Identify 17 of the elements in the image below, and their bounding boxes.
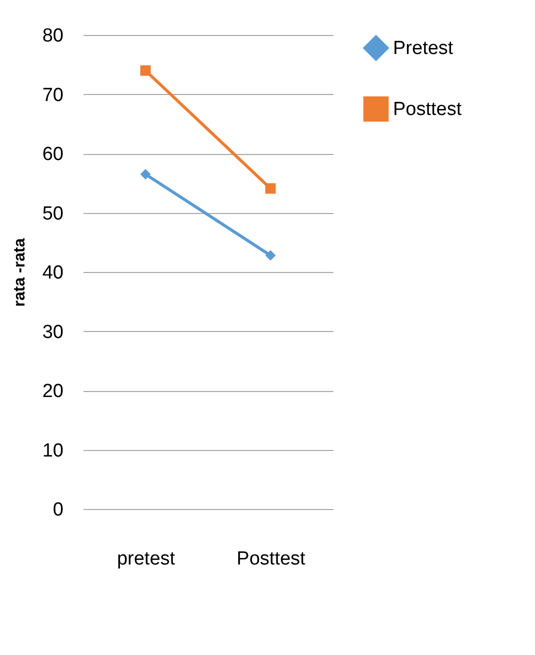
y-tick-label: 60: [42, 144, 64, 165]
y-tick-label: 0: [52, 500, 64, 520]
y-tick-label: 40: [42, 262, 64, 284]
point: [265, 250, 276, 261]
point: [265, 183, 276, 194]
legend-label: Posttest: [393, 99, 462, 120]
point: [140, 168, 151, 180]
y-tick-label: 70: [42, 84, 64, 106]
y-tick-label: 80: [42, 26, 64, 46]
y-axis-title: rata -rata: [11, 238, 28, 307]
y-tick-label: 50: [42, 203, 64, 224]
legend-label: Pretest: [393, 38, 454, 59]
y-tick-label: 10: [42, 440, 64, 462]
y-tick-label: 30: [42, 322, 64, 343]
x-tick-label: pretest: [116, 548, 176, 570]
point: [140, 65, 151, 76]
y-tick-label: 20: [42, 381, 64, 402]
